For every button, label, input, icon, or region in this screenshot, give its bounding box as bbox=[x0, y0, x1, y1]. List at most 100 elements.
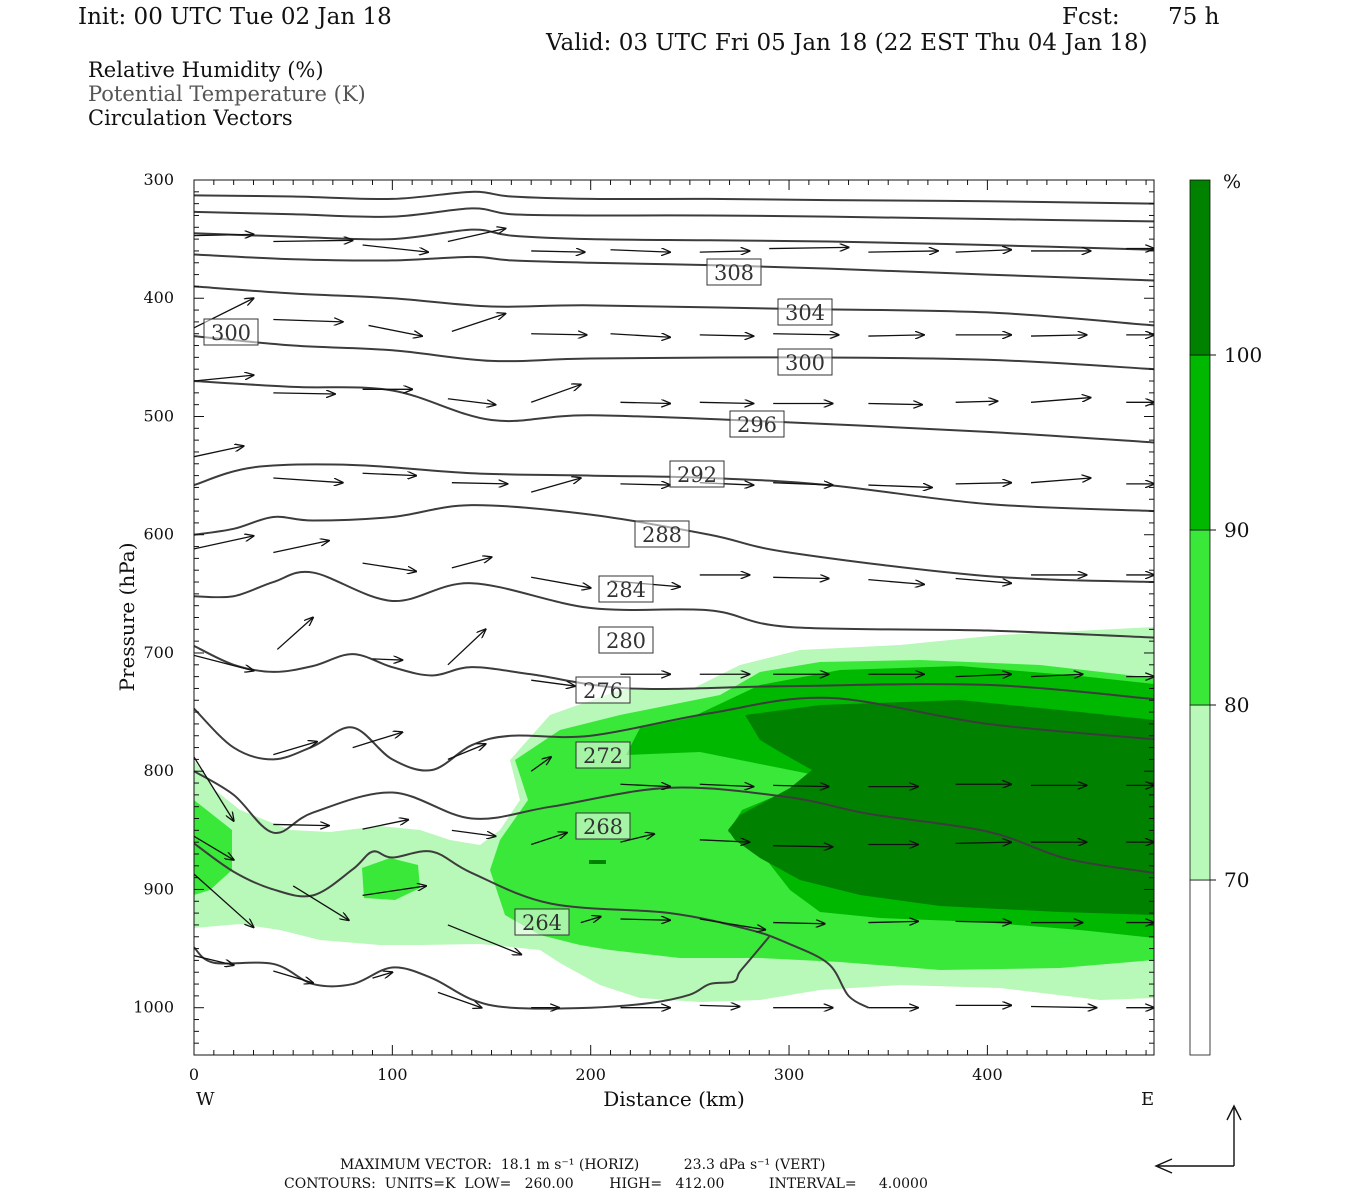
theta-contour-line bbox=[194, 770, 1154, 874]
colorbar-level-label: 70 bbox=[1224, 868, 1249, 892]
theta-contour-line bbox=[194, 842, 869, 1009]
circulation-vector bbox=[372, 972, 393, 979]
circulation-vector bbox=[531, 679, 575, 686]
circulation-vector bbox=[273, 320, 342, 322]
colorbar-level-label: 90 bbox=[1224, 518, 1249, 542]
theta-label-300-west: 300 bbox=[203, 318, 259, 346]
y-tick-label: 400 bbox=[143, 288, 174, 307]
theta-contour-line bbox=[194, 207, 1154, 223]
circulation-vector bbox=[451, 314, 506, 332]
colorbar-swatch bbox=[1189, 529, 1211, 706]
circulation-vector bbox=[530, 385, 581, 403]
circulation-vector bbox=[531, 576, 591, 588]
circulation-vector bbox=[1030, 398, 1091, 403]
circulation-vector bbox=[531, 334, 587, 335]
circulation-vector bbox=[955, 577, 1012, 583]
circulation-vector bbox=[699, 918, 765, 930]
colorbar-unit: % bbox=[1223, 171, 1241, 193]
circulation-vector bbox=[194, 654, 254, 670]
circulation-vector bbox=[620, 834, 654, 843]
circulation-vector bbox=[194, 536, 254, 550]
circulation-vector bbox=[352, 732, 403, 749]
circulation-vector bbox=[620, 484, 670, 485]
svg-text:284: 284 bbox=[606, 578, 646, 602]
y-tick-label: 500 bbox=[143, 406, 174, 425]
x-tick-label: 0 bbox=[189, 1065, 199, 1084]
rh-region-100 bbox=[728, 700, 1154, 915]
y-tick-label: 300 bbox=[143, 170, 174, 189]
circulation-vector bbox=[773, 785, 829, 786]
x-end-label-east: E bbox=[1141, 1089, 1154, 1110]
valid-time: Valid: 03 UTC Fri 05 Jan 18 (22 EST Thu … bbox=[546, 30, 1148, 56]
svg-text:308: 308 bbox=[714, 261, 754, 285]
maximum-vector-note: MAXIMUM VECTOR: 18.1 m s⁻¹ (HORIZ) 23.3 … bbox=[340, 1157, 826, 1173]
circulation-vector bbox=[437, 991, 482, 1007]
theta-label-284: 284 bbox=[598, 575, 654, 603]
theta-contour-labels: 308 304 300 296 292 288 284 280 276 272 268 264 300 bbox=[203, 258, 833, 936]
circulation-vector bbox=[1031, 1007, 1096, 1008]
circulation-vector bbox=[273, 240, 352, 241]
circulation-vector bbox=[194, 756, 234, 821]
circulation-vector bbox=[451, 483, 508, 484]
circulation-vector bbox=[362, 473, 417, 475]
circulation-vector bbox=[447, 228, 506, 243]
y-tick-label: 700 bbox=[143, 643, 174, 662]
circulation-vector bbox=[868, 579, 924, 585]
circulation-vector bbox=[372, 659, 403, 660]
circulation-vector bbox=[194, 955, 234, 965]
theta-contour-line bbox=[194, 335, 1154, 371]
circulation-vector bbox=[955, 842, 1012, 843]
circulation-vector bbox=[1030, 478, 1091, 484]
circulation-vector bbox=[447, 744, 486, 760]
circulation-vector bbox=[699, 335, 754, 336]
circulation-vector bbox=[773, 846, 833, 847]
theta-contour-line bbox=[194, 380, 1154, 444]
circulation-vector bbox=[773, 923, 825, 924]
circulation-vector bbox=[868, 403, 922, 404]
svg-text:288: 288 bbox=[642, 523, 682, 547]
svg-text:268: 268 bbox=[583, 815, 623, 839]
theta-contours bbox=[194, 190, 1154, 1010]
circulation-vector bbox=[773, 577, 829, 578]
theta-contour-line bbox=[194, 463, 1154, 513]
circulation-vector bbox=[292, 885, 349, 920]
circulation-vector bbox=[530, 833, 567, 846]
colorbar-swatch bbox=[1189, 354, 1211, 531]
x-tick-label: 200 bbox=[575, 1065, 606, 1084]
theta-contour-line bbox=[194, 253, 1154, 282]
svg-text:300: 300 bbox=[211, 321, 251, 345]
circulation-vector bbox=[955, 250, 1012, 252]
circulation-vector bbox=[362, 820, 409, 830]
circulation-vector bbox=[447, 629, 486, 666]
svg-text:264: 264 bbox=[522, 911, 562, 935]
theta-contour-line bbox=[194, 696, 1154, 772]
circulation-vector bbox=[362, 244, 428, 252]
circulation-vector bbox=[1030, 674, 1083, 676]
circulation-vector bbox=[699, 402, 754, 403]
svg-text:276: 276 bbox=[583, 679, 623, 703]
theta-contour-line bbox=[194, 228, 1154, 251]
theta-label-264: 264 bbox=[514, 908, 570, 936]
theta-label-304: 304 bbox=[777, 298, 833, 326]
circulation-vector bbox=[273, 742, 317, 756]
svg-text:280: 280 bbox=[606, 629, 646, 653]
circulation-vector bbox=[620, 784, 670, 786]
circulation-vector bbox=[610, 334, 671, 338]
circulation-vector bbox=[194, 446, 244, 458]
field-label-vectors: Circulation Vectors bbox=[88, 106, 293, 130]
circulation-vector bbox=[273, 477, 342, 483]
x-tick-label: 400 bbox=[972, 1065, 1003, 1084]
circulation-vector bbox=[194, 234, 254, 235]
circulation-vector bbox=[699, 251, 750, 252]
colorbar-level-label: 80 bbox=[1224, 693, 1249, 717]
rh-speck bbox=[589, 860, 606, 864]
forecast-hours: 75 h bbox=[1168, 4, 1220, 30]
theta-label-300: 300 bbox=[777, 348, 833, 376]
colorbar-swatch bbox=[1189, 704, 1211, 881]
rh-shading bbox=[194, 627, 1154, 1002]
theta-label-292: 292 bbox=[669, 460, 725, 488]
circulation-vector bbox=[620, 919, 670, 920]
circulation-vector bbox=[955, 674, 1012, 676]
theta-contour-line bbox=[194, 285, 1154, 327]
circulation-vector bbox=[868, 335, 924, 336]
